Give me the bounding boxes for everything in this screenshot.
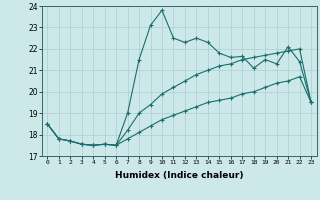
X-axis label: Humidex (Indice chaleur): Humidex (Indice chaleur) bbox=[115, 171, 244, 180]
